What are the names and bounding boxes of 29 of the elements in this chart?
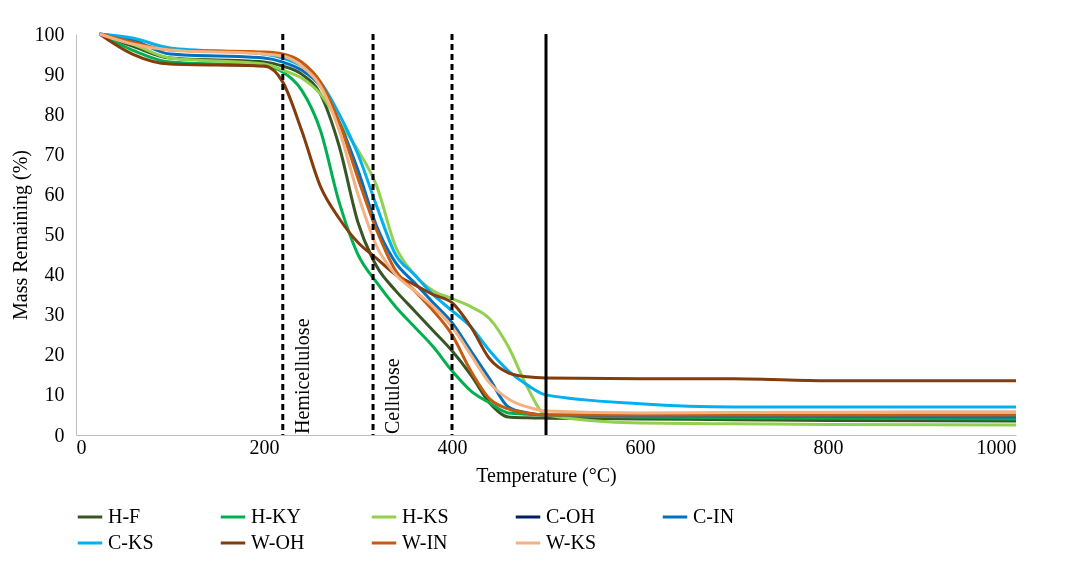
y-axis-title: Mass Remaining (%) xyxy=(8,150,32,320)
legend-label: W-IN xyxy=(402,531,448,553)
legend-label: H-KS xyxy=(402,505,449,527)
y-tick-label: 60 xyxy=(44,182,65,205)
y-tick-label: 70 xyxy=(44,142,65,165)
y-tick-label: 40 xyxy=(44,263,65,286)
legend-label: W-KS xyxy=(546,531,596,553)
x-tick-label: 0 xyxy=(76,435,87,458)
ref-line-label: Hemicellulose xyxy=(290,318,313,434)
legend-label: W-OH xyxy=(251,531,305,553)
x-tick-label: 800 xyxy=(813,435,844,458)
x-axis-title: Temperature (°C) xyxy=(476,463,617,487)
y-tick-label: 80 xyxy=(44,102,65,125)
ref-line-label: Cellulose xyxy=(381,358,404,434)
legend-label: H-F xyxy=(108,505,141,527)
y-tick-label: 10 xyxy=(44,383,65,406)
x-tick-label: 200 xyxy=(249,435,280,458)
y-tick-label: 30 xyxy=(44,303,65,326)
y-tick-label: 50 xyxy=(44,223,65,245)
x-tick-label: 600 xyxy=(625,435,656,458)
x-tick-label: 400 xyxy=(437,435,468,458)
y-tick-label: 100 xyxy=(34,22,65,45)
legend-label: C-IN xyxy=(693,505,735,527)
x-tick-label: 1000 xyxy=(976,435,1017,458)
legend-label: C-KS xyxy=(108,531,154,553)
y-tick-label: 90 xyxy=(44,62,65,85)
legend-label: C-OH xyxy=(546,505,595,527)
legend-label: H-KY xyxy=(251,505,301,527)
y-tick-label: 20 xyxy=(44,343,65,366)
